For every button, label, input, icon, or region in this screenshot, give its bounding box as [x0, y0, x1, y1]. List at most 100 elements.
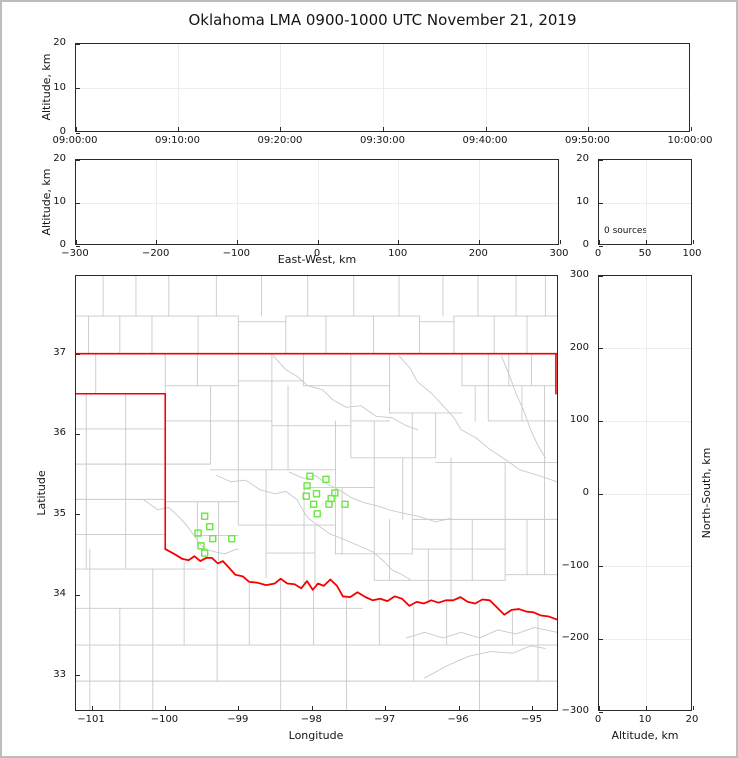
x-gridline: [383, 44, 384, 131]
x-gridline: [178, 44, 180, 131]
x-tick-mark: [645, 240, 647, 244]
state-border-layer: [76, 352, 557, 550]
x-tick-mark: [478, 240, 480, 244]
y-tick-mark: [76, 675, 80, 677]
x-tick-mark: [311, 706, 313, 710]
y-gridline: [599, 638, 691, 640]
x-tick-mark: [75, 127, 77, 131]
map-panel: [75, 275, 558, 711]
x-tick-label: 10:00:00: [667, 135, 713, 146]
y-tick-label: 20: [53, 153, 66, 164]
river-line: [272, 355, 418, 431]
y-tick-mark: [76, 88, 80, 89]
x-tick-mark: [164, 706, 166, 710]
lma-station-marker: [312, 490, 321, 498]
y-tick-mark: [599, 493, 603, 495]
lma-station-marker: [302, 492, 310, 500]
y-tick-mark: [599, 420, 603, 422]
x-tick-mark: [692, 240, 694, 244]
x-gridline: [645, 276, 647, 710]
lma-station-marker: [309, 500, 318, 508]
x-tick-mark: [178, 127, 180, 131]
y-tick-label: 10: [53, 196, 66, 207]
y-tick-mark: [76, 43, 80, 45]
x-tick-mark: [645, 706, 647, 710]
y-gridline: [599, 566, 691, 568]
y-tick-mark: [599, 566, 603, 568]
x-tick-mark: [598, 240, 600, 244]
x-gridline: [398, 160, 400, 244]
x-tick-mark: [91, 706, 93, 710]
x-tick-label: 09:30:00: [360, 135, 405, 146]
y-tick-label: 0: [582, 487, 589, 498]
y-tick-label: 36: [53, 427, 66, 439]
map-xlabel: Longitude: [288, 729, 344, 742]
ns-height-panel: [598, 275, 694, 713]
x-gridline: [236, 160, 238, 244]
river-line: [288, 471, 451, 523]
time-height-panel: [75, 43, 692, 134]
y-gridline: [599, 202, 691, 204]
x-tick-label: 09:20:00: [257, 135, 303, 146]
y-tick-mark: [599, 245, 603, 247]
x-tick-label: 0: [594, 714, 602, 725]
x-tick-label: −97: [374, 714, 396, 725]
y-tick-label: 20: [53, 37, 66, 48]
x-tick-mark: [532, 706, 534, 710]
x-tick-label: 100: [682, 248, 702, 259]
x-tick-label: −98: [300, 714, 322, 725]
ew-height-xlabel: East-West, km: [277, 253, 357, 266]
lma-station-marker: [228, 535, 236, 543]
x-gridline: [478, 160, 480, 244]
map-ylabel: Latitude: [35, 470, 48, 516]
lma-station-marker: [313, 510, 321, 518]
y-tick-mark: [599, 711, 603, 713]
lma-stations-layer: [194, 472, 349, 557]
lma-station-marker: [341, 500, 349, 508]
y-tick-label: 0: [582, 239, 589, 250]
x-tick-label: −95: [520, 714, 543, 725]
x-tick-label: 0: [313, 248, 321, 259]
y-tick-label: 37: [53, 347, 66, 359]
ns-height-xlabel: Altitude, km: [611, 729, 679, 742]
y-tick-label: −100: [561, 559, 589, 571]
x-tick-mark: [598, 706, 600, 710]
x-tick-label: 09:00:00: [52, 135, 98, 146]
y-tick-label: 0: [59, 126, 66, 137]
x-tick-mark: [587, 127, 589, 131]
y-gridline: [599, 348, 691, 350]
y-tick-label: 10: [576, 196, 589, 207]
ew-height-panel: [75, 159, 561, 247]
lma-station-marker: [194, 529, 202, 537]
x-tick-label: 10: [638, 714, 652, 725]
lma-station-marker: [200, 549, 209, 557]
x-tick-mark: [458, 706, 460, 710]
lma-station-marker: [306, 472, 314, 480]
county-lines-layer: [76, 276, 557, 710]
x-gridline: [156, 160, 158, 244]
red-river-layer: [164, 548, 557, 621]
x-gridline: [485, 44, 487, 131]
x-tick-label: 300: [549, 248, 569, 259]
y-tick-label: 34: [53, 588, 66, 600]
y-tick-label: 35: [53, 507, 66, 519]
river-line: [405, 627, 557, 639]
y-tick-label: 10: [53, 81, 66, 93]
lma-station-marker: [197, 542, 205, 550]
y-tick-mark: [76, 202, 80, 204]
source-histogram-panel: 0 sources: [598, 159, 694, 247]
y-tick-mark: [76, 433, 80, 435]
lma-station-marker: [209, 535, 217, 543]
x-gridline: [317, 160, 319, 244]
y-tick-mark: [599, 202, 603, 204]
y-tick-mark: [76, 594, 80, 596]
river-line: [500, 355, 546, 459]
y-tick-label: 100: [569, 414, 589, 426]
x-tick-label: −100: [222, 248, 251, 259]
y-tick-mark: [76, 514, 80, 516]
x-tick-mark: [75, 240, 77, 244]
x-tick-label: −96: [447, 714, 469, 725]
x-tick-label: −100: [150, 714, 179, 725]
y-tick-label: 20: [576, 153, 589, 164]
x-tick-label: −300: [61, 248, 89, 259]
